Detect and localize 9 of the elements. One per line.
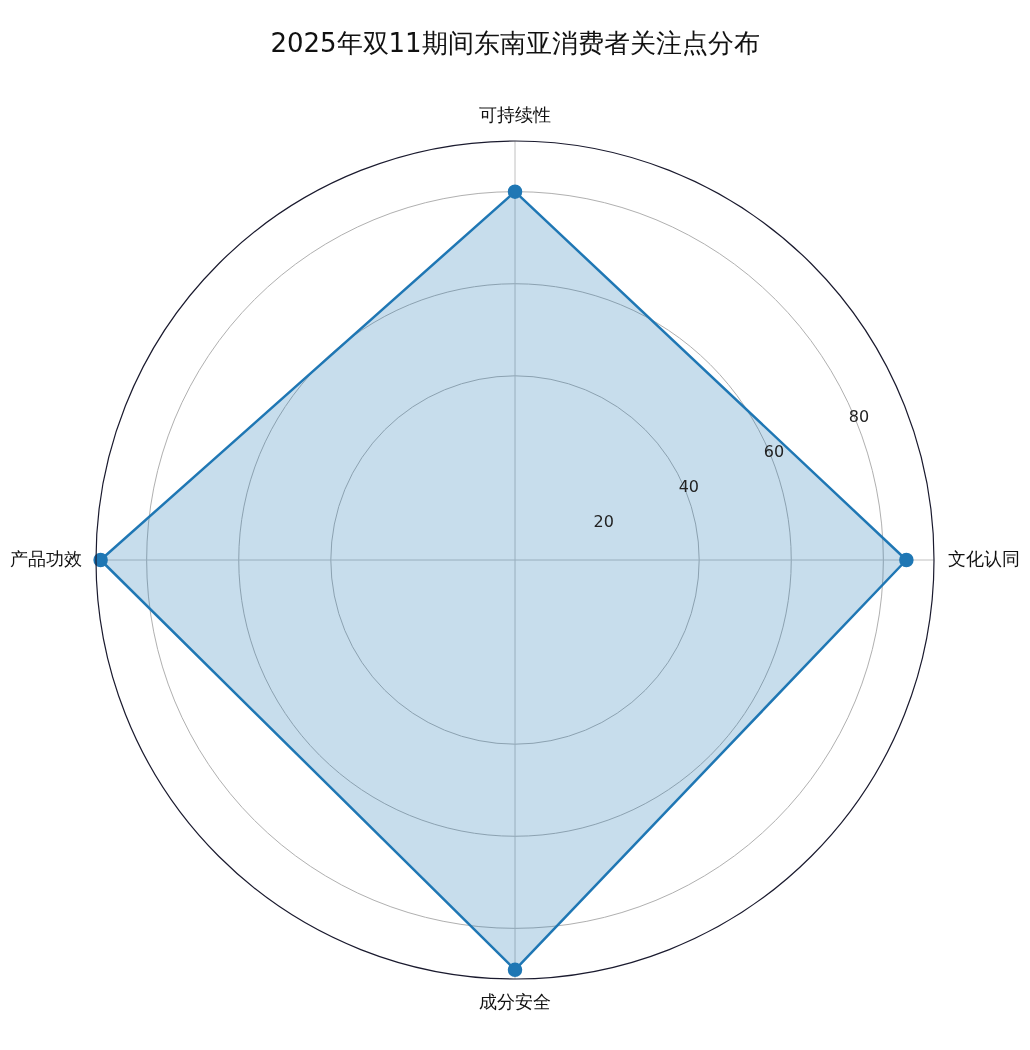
y-tick-label: 80 <box>848 406 870 426</box>
y-tick-label: 60 <box>763 441 785 461</box>
spoke-label: 可持续性 <box>479 103 551 125</box>
y-tick-label: 20 <box>593 512 614 532</box>
spoke-label: 文化认同 <box>948 547 1020 569</box>
chart-title: 2025年双11期间东南亚消费者关注点分布 <box>270 28 760 59</box>
y-tick-label: 40 <box>678 477 700 497</box>
spoke-label: 成分安全 <box>479 991 551 1013</box>
spoke-label: 产品功效 <box>10 547 82 569</box>
